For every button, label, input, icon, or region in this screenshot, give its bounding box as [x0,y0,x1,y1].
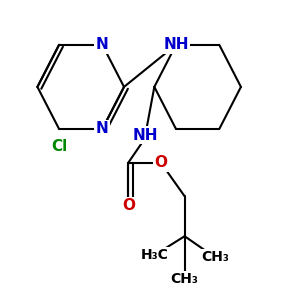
Text: CH₃: CH₃ [171,272,199,286]
Text: NH: NH [133,128,158,143]
Text: O: O [122,198,135,213]
Text: O: O [154,155,167,170]
Text: NH: NH [163,37,189,52]
Text: CH₃: CH₃ [201,250,229,264]
Text: Cl: Cl [51,140,67,154]
Text: N: N [96,122,109,136]
Text: N: N [96,37,109,52]
Text: H₃C: H₃C [140,248,168,262]
